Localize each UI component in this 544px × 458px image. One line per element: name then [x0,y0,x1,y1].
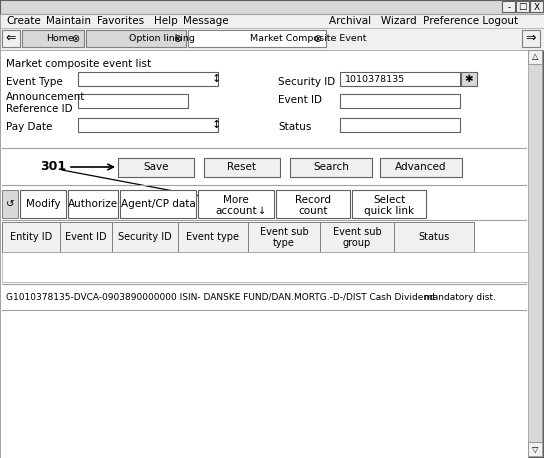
Text: ↓: ↓ [258,206,266,216]
Text: More: More [223,195,249,205]
Text: ↕: ↕ [211,120,221,130]
Text: Status: Status [278,122,311,132]
Bar [178,222,248,252]
Bar [522,30,540,47]
Bar [68,190,118,218]
Bar [516,1,529,12]
Bar [276,190,350,218]
Text: ⊗: ⊗ [313,33,321,44]
Text: Event ID: Event ID [65,232,107,242]
Text: ⊗: ⊗ [71,33,79,44]
Bar [0,0,544,14]
Bar [290,158,372,177]
Bar [204,158,280,177]
Text: count: count [298,206,327,216]
Text: type: type [273,238,295,248]
Text: Advanced: Advanced [395,163,447,173]
Text: □: □ [518,2,527,11]
Text: Market composite event list: Market composite event list [6,59,151,69]
Text: 1010378135: 1010378135 [345,75,405,83]
Bar [120,190,196,218]
Bar [20,190,66,218]
Bar [112,222,178,252]
Bar [78,72,218,86]
Text: Help: Help [154,16,178,27]
Text: ↕: ↕ [211,74,221,84]
Bar [22,30,84,47]
Bar [320,222,394,252]
Bar [248,222,320,252]
Text: ⇒: ⇒ [526,32,536,45]
Text: group: group [343,238,371,248]
Text: mandatory dist.: mandatory dist. [424,293,496,301]
Bar [86,30,186,47]
Text: Announcement: Announcement [6,92,85,102]
Bar [352,190,426,218]
Bar [118,158,194,177]
Text: Maintain: Maintain [46,16,91,27]
Bar [0,14,544,29]
Bar [530,1,543,12]
Bar [0,28,544,50]
Text: Status: Status [418,232,450,242]
Text: Search: Search [313,163,349,173]
Text: ⊗: ⊗ [173,33,181,44]
Text: Authorize: Authorize [68,199,118,209]
Bar [340,72,460,86]
Bar [502,1,515,12]
Text: Modify: Modify [26,199,60,209]
Text: Create: Create [6,16,41,27]
Text: Event type: Event type [187,232,239,242]
Text: Market Composite Event: Market Composite Event [250,34,367,43]
Bar [2,190,18,218]
Text: Event sub: Event sub [332,227,381,237]
Bar [198,190,274,218]
Text: Event sub: Event sub [259,227,308,237]
Text: quick link: quick link [364,206,414,216]
Text: Security ID: Security ID [118,232,172,242]
Text: Agent/CP data: Agent/CP data [121,199,195,209]
Text: Option linking: Option linking [129,34,195,43]
Text: Pay Date: Pay Date [6,122,52,132]
Bar [60,222,112,252]
Text: Reset: Reset [227,163,257,173]
Text: Favorites: Favorites [97,16,144,27]
Text: Save: Save [143,163,169,173]
Text: Message: Message [183,16,228,27]
Bar [2,30,20,47]
Bar [528,50,542,64]
Bar [78,94,188,108]
Bar [528,442,542,456]
Text: X: X [534,2,540,11]
Bar [78,118,218,132]
Text: G1010378135-DVCA-0903890000000 ISIN- DANSKE FUND/DAN.MORTG.-D-/DIST Cash Dividen: G1010378135-DVCA-0903890000000 ISIN- DAN… [6,293,435,301]
Text: ✱: ✱ [465,74,473,84]
Bar [340,118,460,132]
Text: Select: Select [373,195,405,205]
Text: Security ID: Security ID [278,77,335,87]
Text: account: account [215,206,257,216]
Text: Reference ID: Reference ID [6,104,73,114]
Bar [340,94,460,108]
Text: Entity ID: Entity ID [10,232,52,242]
Bar [394,222,474,252]
Text: ⇐: ⇐ [6,32,16,45]
Bar [461,72,477,86]
Bar [380,158,462,177]
Text: ▽: ▽ [531,445,538,453]
Bar [188,30,326,47]
Text: Event ID: Event ID [278,95,322,105]
Bar [0,50,528,458]
Bar [2,252,528,282]
Text: -: - [505,2,511,11]
Text: 301: 301 [40,160,66,174]
Text: Record: Record [295,195,331,205]
Text: Home: Home [46,34,74,43]
Text: Event Type: Event Type [6,77,63,87]
Bar [528,50,542,442]
Text: Archival   Wizard  Preference Logout: Archival Wizard Preference Logout [329,16,518,27]
Text: △: △ [531,53,538,61]
Text: ↺: ↺ [5,199,14,209]
Bar [2,222,60,252]
